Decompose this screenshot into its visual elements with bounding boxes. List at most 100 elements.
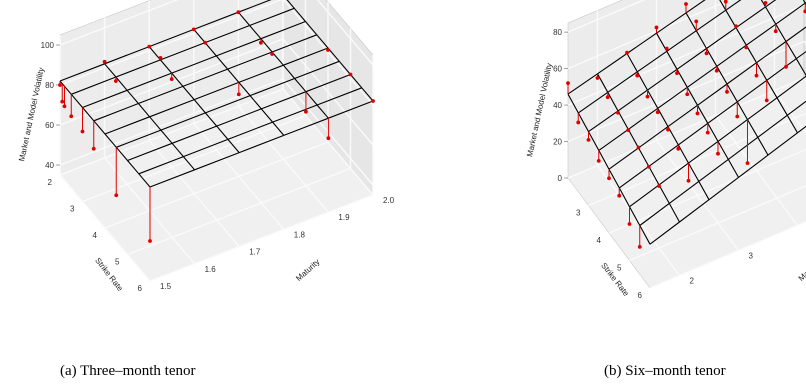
z-tick-label: 60 xyxy=(553,65,562,74)
y-tick-label: 1.5 xyxy=(160,282,172,291)
floor-gridline xyxy=(629,184,806,262)
market-point xyxy=(626,128,631,133)
market-point xyxy=(147,44,152,49)
floor-gridline xyxy=(588,112,806,207)
market-point xyxy=(803,9,806,14)
surface-mesh-line xyxy=(639,100,806,226)
market-point xyxy=(714,68,719,73)
market-point xyxy=(744,45,749,50)
market-point xyxy=(304,109,308,114)
market-point xyxy=(735,114,740,119)
floor-gridline xyxy=(59,0,284,176)
surface-mesh-line xyxy=(82,20,306,109)
x-axis-label: Strike Rate xyxy=(93,256,125,293)
market-point xyxy=(270,52,275,56)
market-point xyxy=(586,137,591,142)
chart-b: 02040608034562345Market and Model Volati… xyxy=(525,0,806,300)
market-point xyxy=(102,59,107,64)
z-axis-label: Market and Model Volatility xyxy=(525,62,554,157)
market-point xyxy=(58,83,62,87)
market-point xyxy=(784,64,788,69)
surface-mesh-line xyxy=(138,87,362,175)
x-axis-label: Strike Rate xyxy=(599,261,631,298)
x-tick-label: 3 xyxy=(70,205,75,214)
market-point xyxy=(80,129,85,134)
market-point xyxy=(654,25,659,30)
y-tick-label: 1.9 xyxy=(338,213,350,222)
wall-gridline xyxy=(567,40,806,143)
y-axis-label: Maturity xyxy=(294,257,321,283)
market-point xyxy=(371,99,375,103)
surface-mesh-line xyxy=(93,34,317,122)
market-point xyxy=(694,19,699,24)
floor-gridline xyxy=(596,10,681,276)
market-point xyxy=(734,24,738,29)
market-point xyxy=(657,184,661,188)
market-point xyxy=(326,48,330,52)
market-point xyxy=(773,29,778,34)
y-tick-label: 2.0 xyxy=(383,196,395,205)
market-point xyxy=(646,164,651,169)
surface-mesh-line xyxy=(59,0,272,82)
floor-gridline xyxy=(608,148,806,234)
wall-gridline xyxy=(567,0,732,70)
market-point xyxy=(664,46,669,51)
x-tick-label: 3 xyxy=(576,209,581,218)
y-tick-label: 1.8 xyxy=(294,230,306,239)
market-point xyxy=(685,92,690,97)
market-point xyxy=(676,146,681,151)
surface-mesh-line xyxy=(649,125,806,245)
x-tick-label: 6 xyxy=(638,291,643,300)
z-tick-label: 80 xyxy=(45,81,54,90)
market-point xyxy=(723,0,728,4)
z-tick-label: 60 xyxy=(45,121,54,130)
market-point xyxy=(625,50,629,55)
market-point xyxy=(596,158,601,163)
market-point xyxy=(113,79,118,83)
floor-gridline xyxy=(655,0,740,251)
x-tick-label: 4 xyxy=(597,236,602,245)
market-point xyxy=(684,2,688,6)
market-point xyxy=(169,77,174,81)
market-point xyxy=(62,104,67,109)
market-point xyxy=(326,136,331,141)
market-point xyxy=(754,73,759,78)
market-point xyxy=(91,146,96,151)
market-point xyxy=(666,127,670,132)
surface-mesh-line xyxy=(149,100,374,188)
market-point xyxy=(236,10,241,15)
market-point xyxy=(764,98,769,103)
market-point xyxy=(716,151,720,156)
market-point xyxy=(576,120,581,125)
market-point xyxy=(607,176,611,181)
surface-mesh-line xyxy=(104,47,329,135)
x-tick-label: 6 xyxy=(138,284,143,293)
market-point xyxy=(645,94,650,99)
y-tick-label: 1.7 xyxy=(249,248,261,257)
z-tick-label: 80 xyxy=(553,28,562,37)
y-tick-label: 3 xyxy=(749,252,754,261)
market-point xyxy=(636,145,641,150)
market-point xyxy=(148,239,152,243)
market-point xyxy=(605,95,610,100)
x-tick-label: 2 xyxy=(48,178,53,187)
market-point xyxy=(595,76,600,80)
market-point xyxy=(705,130,710,135)
floor-gridline xyxy=(773,0,806,134)
market-point xyxy=(617,193,622,198)
market-point xyxy=(191,27,196,32)
caption-a: (a) Three–month tenor xyxy=(60,363,196,379)
market-point xyxy=(627,222,632,226)
market-point xyxy=(236,92,241,97)
market-point xyxy=(695,111,700,116)
market-point xyxy=(348,72,353,77)
floor-gridline xyxy=(714,0,799,226)
z-tick-label: 100 xyxy=(41,41,55,50)
caption-b: (b) Six–month tenor xyxy=(604,363,726,379)
market-point xyxy=(704,51,709,56)
floor-gridline xyxy=(649,221,806,289)
z-tick-label: 40 xyxy=(553,101,562,110)
market-point xyxy=(114,193,119,198)
market-point xyxy=(616,110,620,115)
